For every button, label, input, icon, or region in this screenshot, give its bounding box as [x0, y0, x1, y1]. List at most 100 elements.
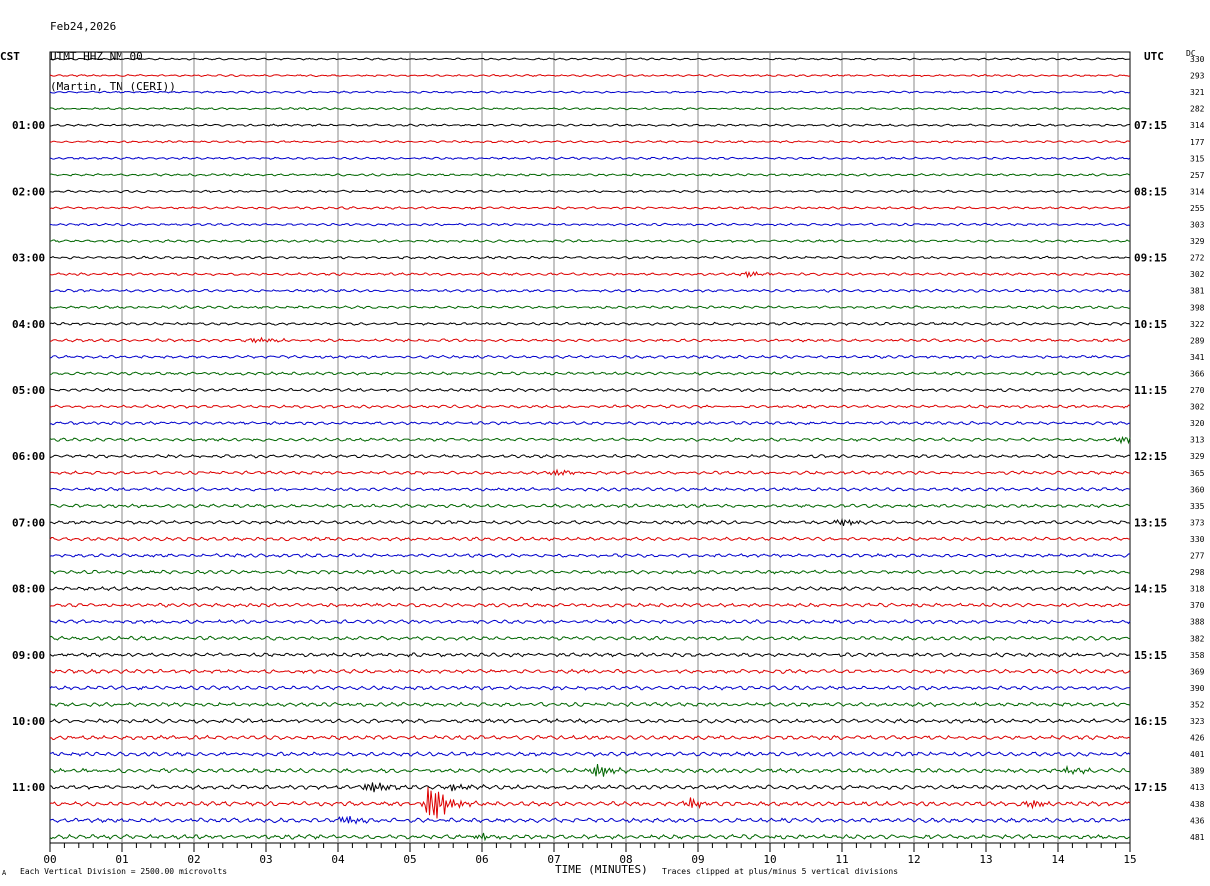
seismic-trace — [49, 536, 1131, 542]
right-hour-label: 15:15 — [1134, 649, 1167, 662]
date-label: Feb24,2026 — [50, 20, 117, 33]
right-hour-label: 09:15 — [1134, 252, 1167, 265]
seismic-trace — [49, 787, 1131, 819]
seismic-trace — [49, 206, 1131, 210]
dc-offset-label: 330 — [1190, 55, 1205, 64]
left-hour-label: 02:00 — [12, 185, 45, 198]
seismic-trace — [49, 503, 1131, 509]
x-tick-label: 01 — [115, 853, 128, 866]
x-tick-label: 03 — [259, 853, 272, 866]
dc-offset-label: 365 — [1190, 469, 1205, 478]
seismic-trace — [49, 685, 1131, 691]
right-hour-label: 13:15 — [1134, 516, 1167, 529]
dc-offset-label: 341 — [1190, 353, 1205, 362]
x-tick-label: 04 — [331, 853, 345, 866]
dc-offset-label: 322 — [1190, 320, 1205, 329]
dc-offset-label: 436 — [1190, 816, 1205, 825]
seismic-trace — [49, 602, 1131, 608]
dc-offset-label: 282 — [1190, 105, 1205, 114]
seismic-trace — [49, 815, 1131, 825]
x-tick-label: 08 — [619, 853, 632, 866]
left-hour-label: 11:00 — [12, 781, 45, 794]
right-timezone-label: UTC — [1144, 50, 1164, 63]
dc-offset-label: 277 — [1190, 552, 1205, 561]
dc-offset-label: 313 — [1190, 436, 1205, 445]
x-tick-label: 02 — [187, 853, 200, 866]
seismic-trace — [49, 569, 1131, 575]
seismic-trace — [49, 435, 1131, 445]
dc-offset-label: 481 — [1190, 833, 1205, 842]
dc-label: DC — [1186, 49, 1196, 58]
dc-offset-label: 257 — [1190, 171, 1205, 180]
seismic-trace — [49, 420, 1131, 426]
dc-offset-label: 426 — [1190, 734, 1205, 743]
seismic-trace — [49, 468, 1131, 477]
seismic-trace — [49, 552, 1131, 558]
dc-offset-label: 329 — [1190, 237, 1205, 246]
seismic-trace — [49, 107, 1131, 111]
right-hour-label: 11:15 — [1134, 384, 1167, 397]
right-hour-label: 08:15 — [1134, 185, 1167, 198]
corner-mark: A — [2, 869, 7, 877]
left-hour-label: 09:00 — [12, 649, 45, 662]
seismic-trace — [49, 255, 1131, 260]
location-label: (Martin, TN (CERI)) — [50, 80, 176, 93]
seismic-trace — [49, 635, 1131, 641]
seismic-trace — [49, 404, 1131, 409]
dc-offset-label: 413 — [1190, 783, 1205, 792]
dc-offset-label: 329 — [1190, 452, 1205, 461]
dc-offset-label: 314 — [1190, 121, 1205, 130]
seismic-trace — [49, 619, 1131, 625]
seismic-trace — [49, 371, 1131, 376]
seismic-trace — [49, 305, 1131, 310]
x-tick-label: 11 — [835, 853, 848, 866]
x-tick-label: 05 — [403, 853, 416, 866]
seismic-trace — [49, 486, 1131, 492]
x-tick-label: 07 — [547, 853, 560, 866]
right-hour-label: 07:15 — [1134, 119, 1167, 132]
dc-offset-label: 318 — [1190, 585, 1205, 594]
dc-offset-label: 255 — [1190, 204, 1205, 213]
x-axis-title: TIME (MINUTES) — [555, 863, 648, 876]
left-hour-label: 04:00 — [12, 318, 45, 331]
left-hour-label: 07:00 — [12, 516, 45, 529]
seismic-trace — [49, 73, 1131, 78]
dc-offset-label: 352 — [1190, 700, 1205, 709]
dc-offset-label: 438 — [1190, 800, 1205, 809]
left-hour-label: 06:00 — [12, 450, 45, 463]
right-hour-label: 12:15 — [1134, 450, 1167, 463]
seismic-trace — [49, 701, 1131, 708]
seismic-trace — [49, 173, 1131, 177]
seismic-trace — [49, 782, 1131, 793]
seismic-trace — [49, 321, 1131, 326]
seismic-trace — [49, 57, 1131, 61]
dc-offset-label: 401 — [1190, 750, 1205, 759]
dc-offset-label: 381 — [1190, 287, 1205, 296]
seismic-trace — [49, 387, 1131, 393]
dc-offset-label: 302 — [1190, 403, 1205, 412]
dc-offset-label: 389 — [1190, 767, 1205, 776]
seismic-trace — [49, 222, 1131, 227]
plot-header: Feb24,2026 UTMT HHZ NM 00 (Martin, TN (C… — [50, 4, 176, 109]
dc-offset-label: 390 — [1190, 684, 1205, 693]
x-tick-label: 10 — [763, 853, 776, 866]
clip-note: Traces clipped at plus/minus 5 vertical … — [662, 867, 899, 876]
left-hour-label: 08:00 — [12, 583, 45, 596]
left-hour-label: 03:00 — [12, 252, 45, 265]
left-hour-label: 05:00 — [12, 384, 45, 397]
left-timezone-label: CST — [0, 50, 20, 63]
dc-offset-label: 398 — [1190, 303, 1205, 312]
right-hour-label: 17:15 — [1134, 781, 1167, 794]
dc-offset-label: 272 — [1190, 254, 1205, 263]
seismic-trace — [49, 189, 1131, 194]
seismic-trace — [49, 586, 1131, 592]
dc-offset-label: 303 — [1190, 221, 1205, 230]
seismic-trace — [49, 140, 1131, 144]
dc-offset-label: 373 — [1190, 518, 1205, 527]
seismic-trace — [49, 652, 1131, 658]
dc-offset-label: 323 — [1190, 717, 1205, 726]
dc-offset-label: 177 — [1190, 138, 1205, 147]
dc-offset-label: 298 — [1190, 568, 1205, 577]
x-tick-label: 15 — [1123, 853, 1136, 866]
